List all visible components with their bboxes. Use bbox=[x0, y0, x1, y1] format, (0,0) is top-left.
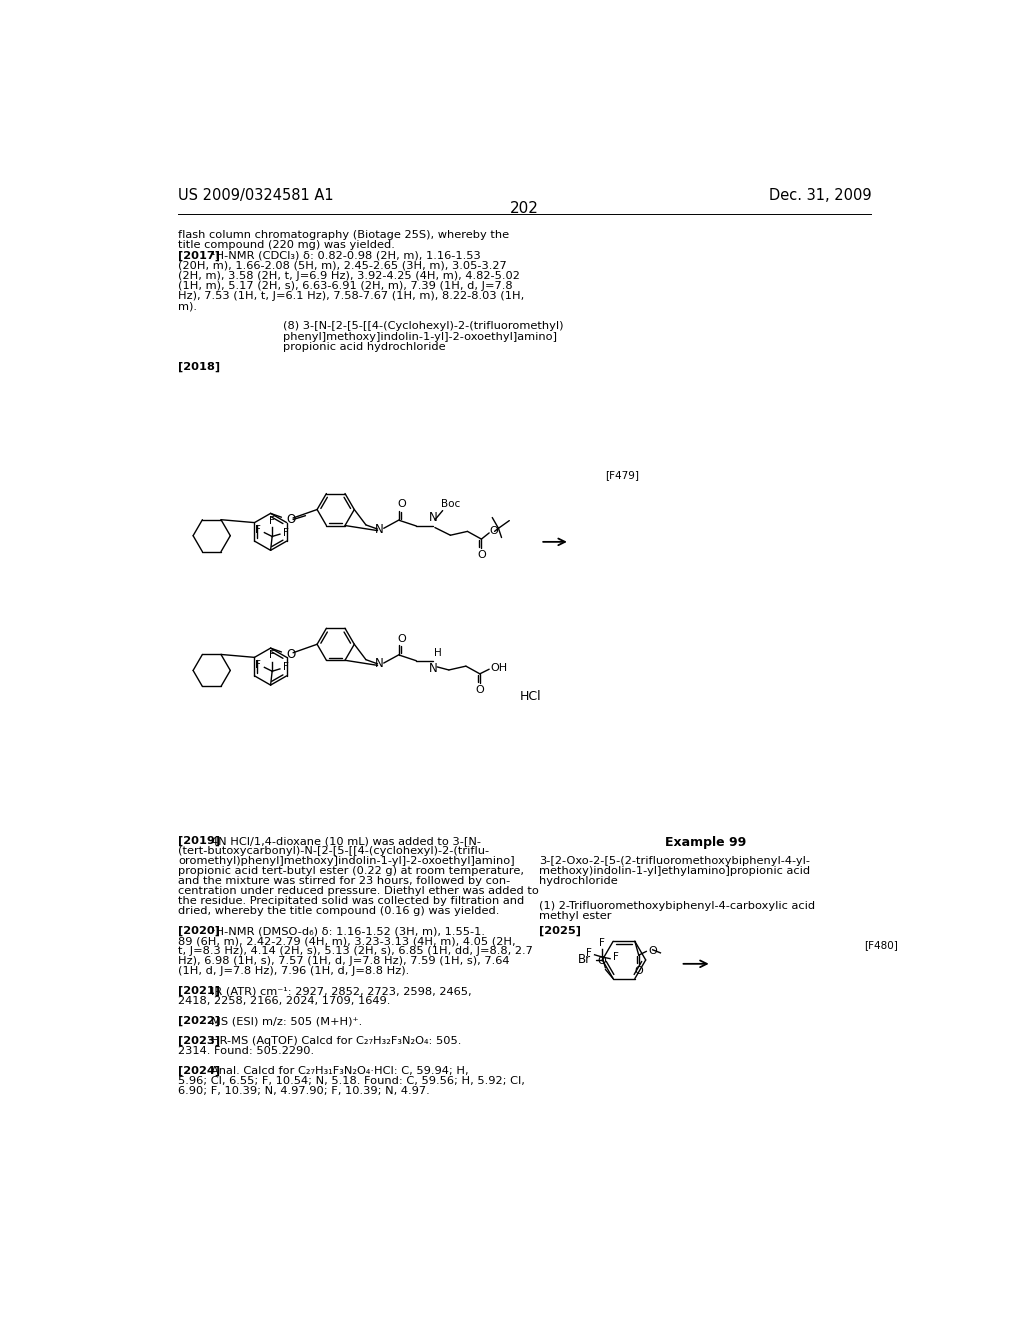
Text: (8) 3-[N-[2-[5-[[4-(Cyclohexyl)-2-(trifluoromethyl): (8) 3-[N-[2-[5-[[4-(Cyclohexyl)-2-(trifl… bbox=[283, 322, 563, 331]
Text: (1H, d, J=7.8 Hz), 7.96 (1H, d, J=8.8 Hz).: (1H, d, J=7.8 Hz), 7.96 (1H, d, J=8.8 Hz… bbox=[178, 966, 410, 975]
Text: HCl: HCl bbox=[519, 689, 541, 702]
Text: IR (ATR) cm⁻¹: 2927, 2852, 2723, 2598, 2465,: IR (ATR) cm⁻¹: 2927, 2852, 2723, 2598, 2… bbox=[211, 986, 471, 997]
Text: [2021]: [2021] bbox=[178, 986, 220, 997]
Text: O: O bbox=[597, 956, 606, 966]
Text: ¹H-NMR (CDCl₃) δ: 0.82-0.98 (2H, m), 1.16-1.53: ¹H-NMR (CDCl₃) δ: 0.82-0.98 (2H, m), 1.1… bbox=[211, 251, 480, 260]
Text: [2025]: [2025] bbox=[539, 927, 581, 936]
Text: O: O bbox=[397, 499, 406, 510]
Text: (tert-butoxycarbonyl)-N-[2-[5-[[4-(cyclohexyl)-2-(triflu-: (tert-butoxycarbonyl)-N-[2-[5-[[4-(cyclo… bbox=[178, 846, 489, 855]
Text: title compound (220 mg) was yielded.: title compound (220 mg) was yielded. bbox=[178, 240, 395, 251]
Text: O: O bbox=[286, 513, 295, 527]
Text: O: O bbox=[475, 685, 484, 694]
Text: F: F bbox=[283, 663, 289, 672]
Text: O: O bbox=[477, 550, 485, 560]
Text: N: N bbox=[375, 523, 384, 536]
Text: O: O bbox=[634, 966, 643, 975]
Text: F: F bbox=[269, 651, 275, 660]
Text: 202: 202 bbox=[510, 201, 540, 215]
Text: and the mixture was stirred for 23 hours, followed by con-: and the mixture was stirred for 23 hours… bbox=[178, 876, 511, 886]
Text: F: F bbox=[599, 937, 605, 948]
Text: O: O bbox=[489, 527, 498, 536]
Text: Hz), 6.98 (1H, s), 7.57 (1H, d, J=7.8 Hz), 7.59 (1H, s), 7.64: Hz), 6.98 (1H, s), 7.57 (1H, d, J=7.8 Hz… bbox=[178, 956, 510, 966]
Text: Dec. 31, 2009: Dec. 31, 2009 bbox=[769, 187, 871, 203]
Text: (1) 2-Trifluoromethoxybiphenyl-4-carboxylic acid: (1) 2-Trifluoromethoxybiphenyl-4-carboxy… bbox=[539, 902, 815, 911]
Text: F: F bbox=[269, 516, 275, 525]
Text: Boc: Boc bbox=[441, 499, 461, 510]
Text: dried, whereby the title compound (0.16 g) was yielded.: dried, whereby the title compound (0.16 … bbox=[178, 906, 500, 916]
Text: N: N bbox=[429, 511, 437, 524]
Text: OH: OH bbox=[490, 663, 508, 673]
Text: hydrochloride: hydrochloride bbox=[539, 876, 617, 886]
Text: O: O bbox=[397, 634, 406, 644]
Text: methoxy)indolin-1-yl]ethylamino]propionic acid: methoxy)indolin-1-yl]ethylamino]propioni… bbox=[539, 866, 810, 876]
Text: O: O bbox=[286, 648, 295, 661]
Text: flash column chromatography (Biotage 25S), whereby the: flash column chromatography (Biotage 25S… bbox=[178, 230, 510, 240]
Text: t, J=8.3 Hz), 4.14 (2H, s), 5.13 (2H, s), 6.85 (1H, dd, J=8.8, 2.7: t, J=8.3 Hz), 4.14 (2H, s), 5.13 (2H, s)… bbox=[178, 946, 534, 956]
Text: Hz), 7.53 (1H, t, J=6.1 Hz), 7.58-7.67 (1H, m), 8.22-8.03 (1H,: Hz), 7.53 (1H, t, J=6.1 Hz), 7.58-7.67 (… bbox=[178, 290, 524, 301]
Text: N: N bbox=[375, 657, 384, 671]
Text: [2020]: [2020] bbox=[178, 927, 220, 936]
Text: 89 (6H, m), 2.42-2.79 (4H, m), 3.23-3.13 (4H, m), 4.05 (2H,: 89 (6H, m), 2.42-2.79 (4H, m), 3.23-3.13… bbox=[178, 936, 516, 946]
Text: US 2009/0324581 A1: US 2009/0324581 A1 bbox=[178, 187, 334, 203]
Text: F: F bbox=[283, 528, 289, 537]
Text: F: F bbox=[613, 952, 620, 962]
Text: m).: m). bbox=[178, 301, 198, 312]
Text: the residue. Precipitated solid was collected by filtration and: the residue. Precipitated solid was coll… bbox=[178, 896, 524, 906]
Text: propionic acid hydrochloride: propionic acid hydrochloride bbox=[283, 342, 445, 352]
Text: [2024]: [2024] bbox=[178, 1067, 220, 1077]
Text: MS (ESI) m/z: 505 (M+H)⁺.: MS (ESI) m/z: 505 (M+H)⁺. bbox=[211, 1016, 362, 1026]
Text: centration under reduced pressure. Diethyl ether was added to: centration under reduced pressure. Dieth… bbox=[178, 886, 540, 896]
Text: methyl ester: methyl ester bbox=[539, 911, 611, 921]
Text: (20H, m), 1.66-2.08 (5H, m), 2.45-2.65 (3H, m), 3.05-3.27: (20H, m), 1.66-2.08 (5H, m), 2.45-2.65 (… bbox=[178, 260, 507, 271]
Text: [2022]: [2022] bbox=[178, 1016, 220, 1027]
Text: [2017]: [2017] bbox=[178, 251, 220, 260]
Text: Anal. Calcd for C₂₇H₃₁F₃N₂O₄·HCl: C, 59.94; H,: Anal. Calcd for C₂₇H₃₁F₃N₂O₄·HCl: C, 59.… bbox=[211, 1067, 469, 1076]
Text: oromethyl)phenyl]methoxy]indolin-1-yl]-2-oxoethyl]amino]: oromethyl)phenyl]methoxy]indolin-1-yl]-2… bbox=[178, 855, 515, 866]
Text: 2418, 2258, 2166, 2024, 1709, 1649.: 2418, 2258, 2166, 2024, 1709, 1649. bbox=[178, 997, 391, 1006]
Text: Br: Br bbox=[579, 953, 592, 966]
Text: Example 99: Example 99 bbox=[665, 836, 746, 849]
Text: HR-MS (AqTOF) Calcd for C₂₇H₃₂F₃N₂O₄: 505.: HR-MS (AqTOF) Calcd for C₂₇H₃₂F₃N₂O₄: 50… bbox=[211, 1036, 461, 1047]
Text: 6.90; F, 10.39; N, 4.97.90; F, 10.39; N, 4.97.: 6.90; F, 10.39; N, 4.97.90; F, 10.39; N,… bbox=[178, 1086, 430, 1096]
Text: [2018]: [2018] bbox=[178, 362, 220, 372]
Text: 3-[2-Oxo-2-[5-(2-trifluoromethoxybiphenyl-4-yl-: 3-[2-Oxo-2-[5-(2-trifluoromethoxybipheny… bbox=[539, 855, 810, 866]
Text: H: H bbox=[434, 648, 442, 657]
Text: (2H, m), 3.58 (2H, t, J=6.9 Hz), 3.92-4.25 (4H, m), 4.82-5.02: (2H, m), 3.58 (2H, t, J=6.9 Hz), 3.92-4.… bbox=[178, 271, 520, 281]
Text: [2019]: [2019] bbox=[178, 836, 220, 846]
Text: F: F bbox=[255, 525, 261, 536]
Text: [2023]: [2023] bbox=[178, 1036, 220, 1047]
Text: 2314. Found: 505.2290.: 2314. Found: 505.2290. bbox=[178, 1047, 314, 1056]
Text: F: F bbox=[586, 948, 592, 958]
Text: (1H, m), 5.17 (2H, s), 6.63-6.91 (2H, m), 7.39 (1H, d, J=7.8: (1H, m), 5.17 (2H, s), 6.63-6.91 (2H, m)… bbox=[178, 281, 513, 290]
Text: 5.96; Cl, 6.55; F, 10.54; N, 5.18. Found: C, 59.56; H, 5.92; Cl,: 5.96; Cl, 6.55; F, 10.54; N, 5.18. Found… bbox=[178, 1076, 525, 1086]
Text: O: O bbox=[648, 945, 656, 956]
Text: F: F bbox=[255, 660, 261, 671]
Text: 4N HCl/1,4-dioxane (10 mL) was added to 3-[N-: 4N HCl/1,4-dioxane (10 mL) was added to … bbox=[211, 836, 481, 846]
Text: ¹H-NMR (DMSO-d₆) δ: 1.16-1.52 (3H, m), 1.55-1.: ¹H-NMR (DMSO-d₆) δ: 1.16-1.52 (3H, m), 1… bbox=[211, 927, 485, 936]
Text: [F479]: [F479] bbox=[604, 470, 639, 480]
Text: N: N bbox=[429, 663, 437, 676]
Text: phenyl]methoxy]indolin-1-yl]-2-oxoethyl]amino]: phenyl]methoxy]indolin-1-yl]-2-oxoethyl]… bbox=[283, 331, 557, 342]
Text: [F480]: [F480] bbox=[864, 940, 898, 950]
Text: propionic acid tert-butyl ester (0.22 g) at room temperature,: propionic acid tert-butyl ester (0.22 g)… bbox=[178, 866, 524, 876]
